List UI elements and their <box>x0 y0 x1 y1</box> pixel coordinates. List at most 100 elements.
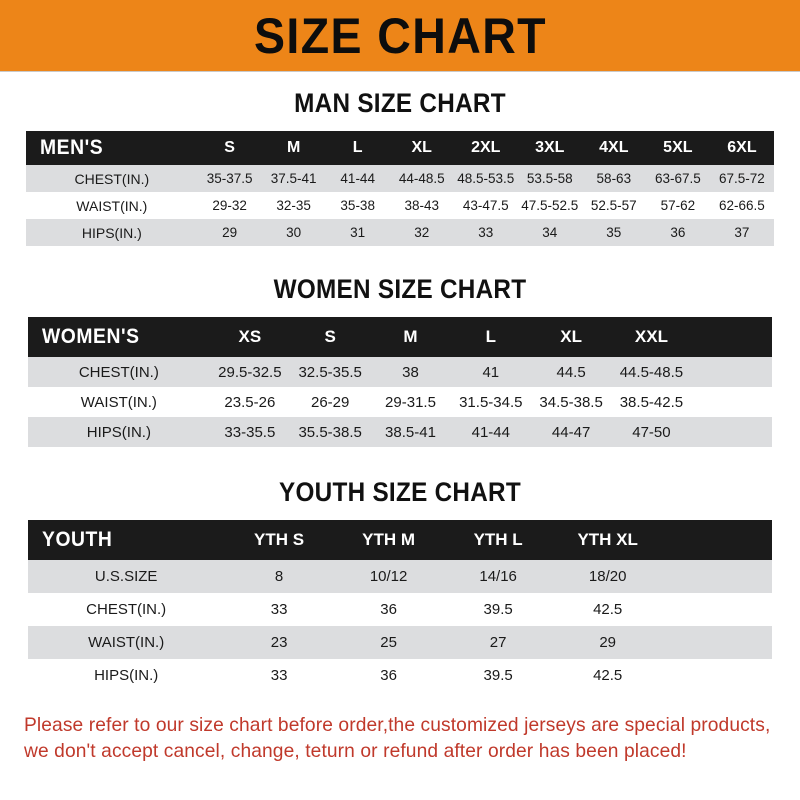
measurement-cell: 29 <box>197 219 262 246</box>
measurement-cell <box>662 593 772 626</box>
table-body-youth: U.S.SIZE 8 10/12 14/16 18/20 CHEST(IN.) 33 36 39… <box>28 560 772 692</box>
column-header-s: S <box>197 131 262 165</box>
measurement-cell <box>691 387 772 417</box>
measurement-cell: 32 <box>389 219 454 246</box>
measurement-cell: 41-44 <box>450 417 531 447</box>
column-header-5xl: 5XL <box>645 131 710 165</box>
measurement-cell: 44.5 <box>530 357 612 387</box>
measurement-cell: 18/20 <box>552 560 663 593</box>
measurement-cell: 33-35.5 <box>209 417 291 447</box>
table-row: HIPS(IN.) 33-35.5 35.5-38.5 38.5-41 41-44 44-… <box>28 417 772 447</box>
table-row: WAIST(IN.) 23 25 27 29 <box>28 626 772 659</box>
size-table-women: WOMEN'S XS S M L XL XXL CHEST(IN.) 29.5-32.5 32.… <box>28 317 772 447</box>
measurement-cell: 36 <box>333 659 444 692</box>
row-label-hips-in-: HIPS(IN.) <box>26 219 198 246</box>
measurement-cell: 63-67.5 <box>645 165 710 192</box>
measurement-cell: 34.5-38.5 <box>530 387 612 417</box>
measurement-cell: 25 <box>333 626 444 659</box>
column-header-yth-l: YTH L <box>443 520 553 560</box>
page-banner: SIZE CHART <box>0 0 800 72</box>
measurement-cell: 47-50 <box>611 417 692 447</box>
column-header-yth-s: YTH S <box>224 520 334 560</box>
table-corner-label-youth: YOUTH <box>28 520 225 560</box>
table-row: HIPS(IN.) 29 30 31 32 33 34 35 36 37 <box>26 219 774 246</box>
column-header-m: M <box>261 131 326 165</box>
measurement-cell: 44.5-48.5 <box>611 357 692 387</box>
measurement-cell: 43-47.5 <box>453 192 518 219</box>
column-header-2xl: 2XL <box>453 131 518 165</box>
column-header-xl: XL <box>530 317 612 357</box>
column-header-s: S <box>290 317 371 357</box>
column-header-l: L <box>325 131 390 165</box>
measurement-cell: 36 <box>645 219 710 246</box>
column-header-3xl: 3XL <box>517 131 582 165</box>
table-youth: YOUTH YTH S YTH M YTH L YTH XL U.S.SIZE 8 10/1… <box>28 520 772 692</box>
order-policy-note: Please refer to our size chart before or… <box>24 712 776 764</box>
measurement-cell: 10/12 <box>333 560 444 593</box>
column-header-empty <box>691 317 772 357</box>
measurement-cell <box>662 659 772 692</box>
corner-label-text: MEN'S <box>40 136 104 159</box>
measurement-cell: 62-66.5 <box>709 192 774 219</box>
measurement-cell: 35 <box>581 219 646 246</box>
measurement-cell: 35-37.5 <box>197 165 262 192</box>
measurement-cell: 34 <box>517 219 582 246</box>
table-row: CHEST(IN.) 33 36 39.5 42.5 <box>28 593 772 626</box>
measurement-cell: 42.5 <box>552 659 663 692</box>
table-head-women: WOMEN'S XS S M L XL XXL <box>28 317 772 357</box>
corner-label-text: YOUTH <box>42 528 113 551</box>
size-table-youth: YOUTH YTH S YTH M YTH L YTH XL U.S.SIZE 8 10/1… <box>28 520 772 692</box>
measurement-cell: 53.5-58 <box>517 165 582 192</box>
table-header-row: WOMEN'S XS S M L XL XXL <box>28 317 772 357</box>
row-label-u-s-size: U.S.SIZE <box>28 560 225 593</box>
row-label-chest-in-: CHEST(IN.) <box>26 165 198 192</box>
measurement-cell <box>691 357 772 387</box>
column-header-4xl: 4XL <box>581 131 646 165</box>
table-corner-label-women: WOMEN'S <box>28 317 210 357</box>
measurement-cell: 39.5 <box>443 659 553 692</box>
column-header-l: L <box>450 317 531 357</box>
measurement-cell: 26-29 <box>290 387 371 417</box>
measurement-cell: 38.5-42.5 <box>611 387 692 417</box>
row-label-chest-in-: CHEST(IN.) <box>28 593 225 626</box>
size-table-man: MEN'S S M L XL 2XL 3XL 4XL 5XL 6XL CHEST(IN.) 35-3… <box>26 131 774 246</box>
measurement-cell: 38 <box>370 357 451 387</box>
measurement-cell <box>691 417 772 447</box>
table-header-row: MEN'S S M L XL 2XL 3XL 4XL 5XL 6XL <box>26 131 774 165</box>
measurement-cell: 38-43 <box>389 192 454 219</box>
order-policy-note-line-1: Please refer to our size chart before or… <box>24 714 771 736</box>
table-head-man: MEN'S S M L XL 2XL 3XL 4XL 5XL 6XL <box>26 131 774 165</box>
table-body-women: CHEST(IN.) 29.5-32.5 32.5-35.5 38 41 44.5 44.5… <box>28 357 772 447</box>
measurement-cell: 37.5-41 <box>261 165 326 192</box>
table-row: WAIST(IN.) 23.5-26 26-29 29-31.5 31.5-34.5 34… <box>28 387 772 417</box>
measurement-cell: 52.5-57 <box>581 192 646 219</box>
measurement-cell: 48.5-53.5 <box>453 165 518 192</box>
section-title-youth: YOUTH SIZE CHART <box>279 477 521 507</box>
measurement-cell: 44-47 <box>530 417 612 447</box>
column-header-empty <box>662 520 772 560</box>
measurement-cell: 67.5-72 <box>709 165 774 192</box>
row-label-hips-in-: HIPS(IN.) <box>28 659 225 692</box>
measurement-cell: 58-63 <box>581 165 646 192</box>
measurement-cell: 31.5-34.5 <box>450 387 531 417</box>
measurement-cell: 37 <box>709 219 774 246</box>
table-man: MEN'S S M L XL 2XL 3XL 4XL 5XL 6XL CHEST(IN.) 35-3… <box>26 131 774 246</box>
measurement-cell: 47.5-52.5 <box>517 192 582 219</box>
measurement-cell: 29-31.5 <box>370 387 451 417</box>
measurement-cell: 35-38 <box>325 192 390 219</box>
column-header-xs: XS <box>209 317 291 357</box>
measurement-cell: 29.5-32.5 <box>209 357 291 387</box>
measurement-cell: 23 <box>224 626 334 659</box>
row-label-waist-in-: WAIST(IN.) <box>28 626 225 659</box>
column-header-yth-xl: YTH XL <box>552 520 663 560</box>
measurement-cell: 33 <box>224 593 334 626</box>
measurement-cell: 29-32 <box>197 192 262 219</box>
measurement-cell: 33 <box>224 659 334 692</box>
measurement-cell: 36 <box>333 593 444 626</box>
table-head-youth: YOUTH YTH S YTH M YTH L YTH XL <box>28 520 772 560</box>
measurement-cell: 44-48.5 <box>389 165 454 192</box>
table-row: CHEST(IN.) 35-37.5 37.5-41 41-44 44-48.5 48.5… <box>26 165 774 192</box>
measurement-cell: 42.5 <box>552 593 663 626</box>
column-header-xl: XL <box>389 131 454 165</box>
section-title-women: WOMEN SIZE CHART <box>273 274 527 304</box>
